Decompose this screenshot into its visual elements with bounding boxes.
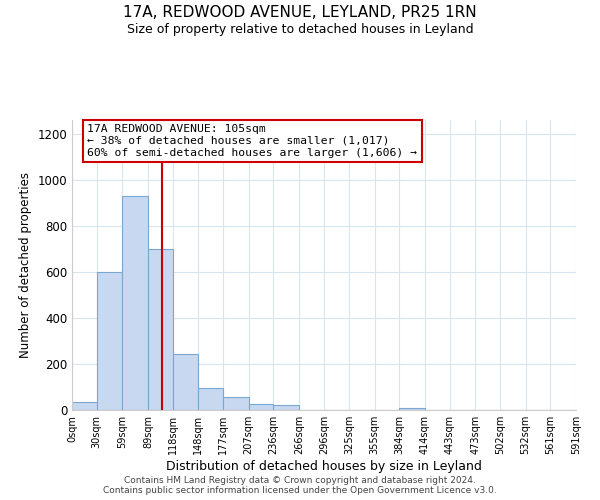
Bar (72, 402, 97, 410)
X-axis label: Distribution of detached houses by size in Leyland: Distribution of detached houses by size … (166, 460, 482, 473)
Bar (173, 354, 198, 410)
Text: Contains HM Land Registry data © Crown copyright and database right 2024.
Contai: Contains HM Land Registry data © Crown c… (103, 476, 497, 495)
Y-axis label: Number of detached properties: Number of detached properties (19, 172, 32, 358)
Text: 17A, REDWOOD AVENUE, LEYLAND, PR25 1RN: 17A, REDWOOD AVENUE, LEYLAND, PR25 1RN (123, 5, 477, 20)
Bar (248, 404, 273, 410)
Bar (223, 398, 248, 410)
Bar (400, 408, 425, 410)
Bar (148, 249, 173, 410)
Text: Size of property relative to detached houses in Leyland: Size of property relative to detached ho… (127, 22, 473, 36)
Text: 17A REDWOOD AVENUE: 105sqm
← 38% of detached houses are smaller (1,017)
60% of s: 17A REDWOOD AVENUE: 105sqm ← 38% of deta… (87, 124, 417, 158)
Bar (122, 196, 148, 410)
Bar (273, 406, 299, 410)
Bar (198, 388, 223, 410)
Bar (97, 272, 122, 410)
